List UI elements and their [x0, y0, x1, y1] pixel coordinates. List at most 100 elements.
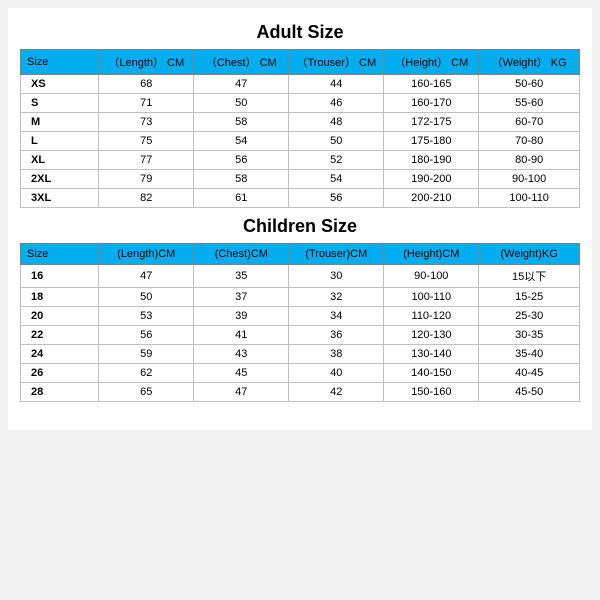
adult-cell: 70-80	[479, 132, 580, 151]
children-cell: 150-160	[384, 383, 479, 402]
children-size-cell: 28	[21, 383, 99, 402]
children-table-body: 16 47 35 30 90-100 15以下 18 50 37 32 100-…	[21, 265, 580, 402]
adult-cell: 50	[289, 132, 384, 151]
adult-cell: 90-100	[479, 170, 580, 189]
adult-col-size: Size	[21, 50, 99, 75]
page-container: Adult Size Size （Length） CM （Chest） CM （…	[0, 0, 600, 600]
children-cell: 140-150	[384, 364, 479, 383]
adult-size-cell: XL	[21, 151, 99, 170]
adult-table-body: XS 68 47 44 160-165 50-60 S 71 50 46 160…	[21, 75, 580, 208]
children-cell: 36	[289, 326, 384, 345]
adult-cell: 190-200	[384, 170, 479, 189]
children-cell: 39	[194, 307, 289, 326]
table-row: XS 68 47 44 160-165 50-60	[21, 75, 580, 94]
children-col-height: (Height)CM	[384, 244, 479, 265]
adult-cell: 52	[289, 151, 384, 170]
adult-cell: 80-90	[479, 151, 580, 170]
children-cell: 38	[289, 345, 384, 364]
adult-cell: 61	[194, 189, 289, 208]
adult-cell: 75	[99, 132, 194, 151]
adult-cell: 54	[194, 132, 289, 151]
children-cell: 47	[99, 265, 194, 288]
adult-cell: 82	[99, 189, 194, 208]
children-col-chest: (Chest)CM	[194, 244, 289, 265]
adult-size-cell: 3XL	[21, 189, 99, 208]
adult-cell: 50	[194, 94, 289, 113]
children-size-cell: 18	[21, 288, 99, 307]
adult-size-cell: S	[21, 94, 99, 113]
children-cell: 42	[289, 383, 384, 402]
children-header-row: Size (Length)CM (Chest)CM (Trouser)CM (H…	[21, 244, 580, 265]
children-cell: 43	[194, 345, 289, 364]
adult-cell: 100-110	[479, 189, 580, 208]
adult-header-row: Size （Length） CM （Chest） CM （Trouser） CM…	[21, 50, 580, 75]
table-row: 3XL 82 61 56 200-210 100-110	[21, 189, 580, 208]
section-gap	[20, 208, 580, 212]
children-cell: 30-35	[479, 326, 580, 345]
children-col-trouser: (Trouser)CM	[289, 244, 384, 265]
table-row: 24 59 43 38 130-140 35-40	[21, 345, 580, 364]
children-cell: 50	[99, 288, 194, 307]
table-row: S 71 50 46 160-170 55-60	[21, 94, 580, 113]
adult-cell: 68	[99, 75, 194, 94]
adult-col-length: （Length） CM	[99, 50, 194, 75]
adult-cell: 55-60	[479, 94, 580, 113]
adult-cell: 56	[289, 189, 384, 208]
children-cell: 45-50	[479, 383, 580, 402]
adult-cell: 77	[99, 151, 194, 170]
adult-cell: 79	[99, 170, 194, 189]
size-chart-sheet: Adult Size Size （Length） CM （Chest） CM （…	[8, 8, 592, 430]
children-cell: 35	[194, 265, 289, 288]
adult-cell: 58	[194, 170, 289, 189]
children-cell: 130-140	[384, 345, 479, 364]
adult-col-trouser: （Trouser） CM	[289, 50, 384, 75]
children-size-table: Size (Length)CM (Chest)CM (Trouser)CM (H…	[20, 243, 580, 402]
children-cell: 15以下	[479, 265, 580, 288]
children-cell: 40	[289, 364, 384, 383]
table-row: XL 77 56 52 180-190 80-90	[21, 151, 580, 170]
adult-col-weight: （Weight） KG	[479, 50, 580, 75]
adult-cell: 73	[99, 113, 194, 132]
adult-cell: 44	[289, 75, 384, 94]
children-col-length: (Length)CM	[99, 244, 194, 265]
children-cell: 100-110	[384, 288, 479, 307]
table-row: M 73 58 48 172-175 60-70	[21, 113, 580, 132]
children-cell: 90-100	[384, 265, 479, 288]
adult-cell: 47	[194, 75, 289, 94]
adult-cell: 160-165	[384, 75, 479, 94]
children-size-cell: 20	[21, 307, 99, 326]
adult-size-cell: L	[21, 132, 99, 151]
children-size-cell: 16	[21, 265, 99, 288]
adult-cell: 160-170	[384, 94, 479, 113]
children-cell: 62	[99, 364, 194, 383]
children-cell: 53	[99, 307, 194, 326]
adult-title: Adult Size	[20, 22, 580, 43]
children-cell: 45	[194, 364, 289, 383]
children-size-cell: 22	[21, 326, 99, 345]
children-cell: 41	[194, 326, 289, 345]
adult-size-cell: M	[21, 113, 99, 132]
adult-col-chest: （Chest） CM	[194, 50, 289, 75]
table-row: L 75 54 50 175-180 70-80	[21, 132, 580, 151]
table-row: 2XL 79 58 54 190-200 90-100	[21, 170, 580, 189]
adult-size-cell: 2XL	[21, 170, 99, 189]
adult-cell: 48	[289, 113, 384, 132]
children-cell: 65	[99, 383, 194, 402]
children-size-cell: 24	[21, 345, 99, 364]
children-cell: 25-30	[479, 307, 580, 326]
table-row: 16 47 35 30 90-100 15以下	[21, 265, 580, 288]
adult-cell: 58	[194, 113, 289, 132]
children-cell: 37	[194, 288, 289, 307]
adult-cell: 180-190	[384, 151, 479, 170]
adult-cell: 60-70	[479, 113, 580, 132]
children-cell: 35-40	[479, 345, 580, 364]
children-cell: 120-130	[384, 326, 479, 345]
children-cell: 32	[289, 288, 384, 307]
table-row: 18 50 37 32 100-110 15-25	[21, 288, 580, 307]
table-row: 22 56 41 36 120-130 30-35	[21, 326, 580, 345]
children-cell: 40-45	[479, 364, 580, 383]
adult-size-table: Size （Length） CM （Chest） CM （Trouser） CM…	[20, 49, 580, 208]
adult-cell: 71	[99, 94, 194, 113]
children-col-size: Size	[21, 244, 99, 265]
children-cell: 56	[99, 326, 194, 345]
